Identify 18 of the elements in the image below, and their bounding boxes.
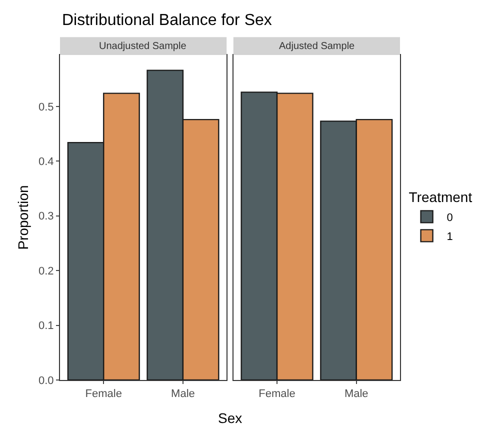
legend-label: 1 — [446, 230, 453, 243]
y-tick-label: 0.2 — [38, 265, 54, 278]
y-tick-label: 0.3 — [38, 210, 54, 223]
y-axis-title: Proportion — [15, 185, 32, 250]
x-tick-label: Female — [258, 388, 296, 400]
y-tick-label: 0.0 — [38, 374, 54, 387]
x-tick-label: Male — [344, 388, 368, 400]
chart-subtitle: Unadjusted Sample — [99, 41, 187, 52]
chart-title: Distributional Balance for Sex — [62, 12, 272, 29]
legend-label: 0 — [446, 212, 453, 224]
y-tick-label: 0.5 — [38, 101, 54, 114]
y-tick-label: 0.4 — [38, 156, 54, 168]
x-tick-label: Female — [85, 388, 122, 400]
y-tick-label: 0.1 — [38, 320, 54, 332]
x-tick-label: Male — [171, 388, 195, 400]
legend-title: Treatment — [408, 189, 472, 206]
x-axis-title: Sex — [218, 410, 242, 426]
chart-subtitle: Adjusted Sample — [279, 41, 356, 52]
